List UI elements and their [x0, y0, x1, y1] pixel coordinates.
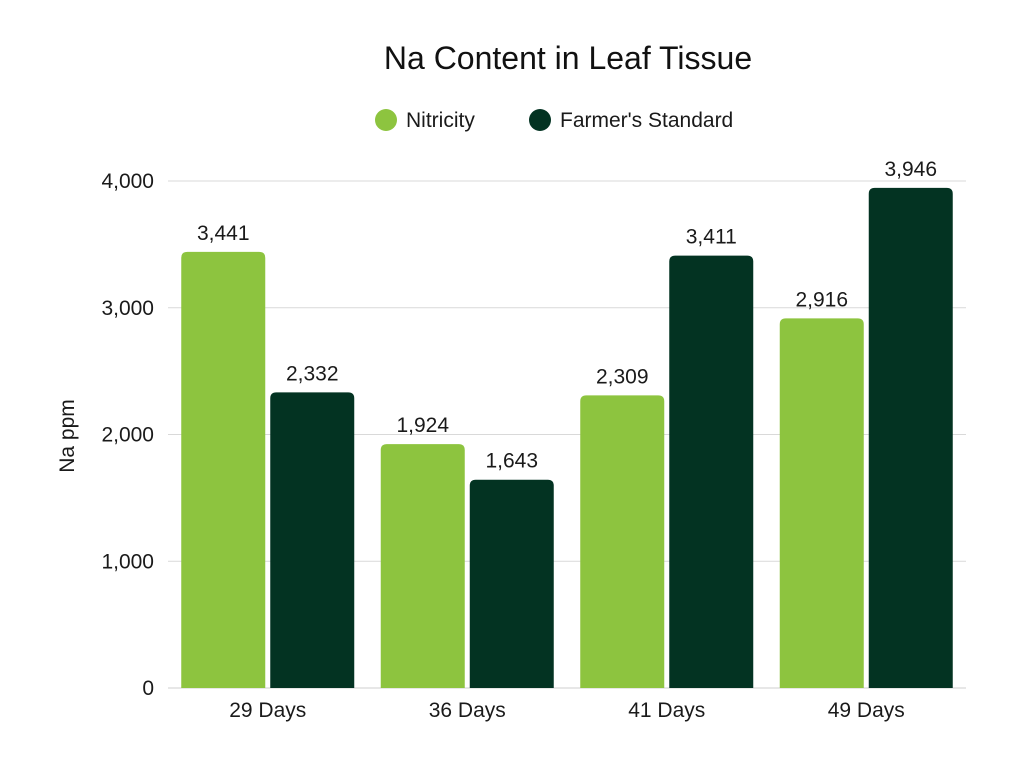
bar-nitricity-49-days	[779, 318, 864, 688]
data-label-nitricity-49-days: 2,916	[795, 288, 848, 311]
data-label-farmer-s-standard-29-days: 2,332	[286, 362, 339, 385]
legend-label-farmers-standard: Farmer's Standard	[560, 109, 733, 132]
bar-farmer-s-standard-49-days	[868, 187, 953, 689]
bar-nitricity-29-days	[181, 251, 266, 688]
data-label-nitricity-36-days: 1,924	[396, 414, 449, 437]
y-tick-label: 2,000	[101, 424, 154, 447]
y-tick-label: 3,000	[101, 297, 154, 320]
data-label-farmer-s-standard-41-days: 3,411	[686, 226, 737, 249]
y-tick-label: 4,000	[101, 170, 154, 193]
chart-title: Na Content in Leaf Tissue	[384, 40, 752, 76]
y-axis-label: Na ppm	[56, 399, 79, 473]
legend-marker-farmers-standard	[529, 109, 551, 131]
x-tick-label: 49 Days	[828, 699, 905, 722]
legend: Nitricity Farmer's Standard	[375, 109, 733, 132]
data-label-nitricity-29-days: 3,441	[197, 222, 250, 245]
data-label-farmer-s-standard-36-days: 1,643	[485, 450, 538, 473]
data-label-nitricity-41-days: 2,309	[596, 365, 649, 388]
bar-farmer-s-standard-41-days	[669, 255, 754, 688]
x-tick-label: 36 Days	[429, 699, 506, 722]
legend-label-nitricity: Nitricity	[406, 109, 475, 132]
data-labels: 3,441 2,332 1,924 1,643 2,309 3,411 2,916 3,946	[197, 158, 937, 473]
y-axis-ticks: 0 1,000 2,000 3,000 4,000	[101, 170, 154, 700]
y-tick-label: 0	[142, 677, 154, 700]
bar-nitricity-36-days	[380, 444, 465, 688]
y-tick-label: 1,000	[101, 550, 154, 573]
bars	[181, 187, 953, 689]
bar-farmer-s-standard-29-days	[270, 392, 355, 688]
x-axis-ticks: 29 Days 36 Days 41 Days 49 Days	[229, 699, 905, 722]
x-tick-label: 29 Days	[229, 699, 306, 722]
legend-marker-nitricity	[375, 109, 397, 131]
x-tick-label: 41 Days	[628, 699, 705, 722]
bar-farmer-s-standard-36-days	[469, 479, 554, 688]
data-label-farmer-s-standard-49-days: 3,946	[884, 158, 937, 181]
bar-nitricity-41-days	[580, 395, 665, 688]
